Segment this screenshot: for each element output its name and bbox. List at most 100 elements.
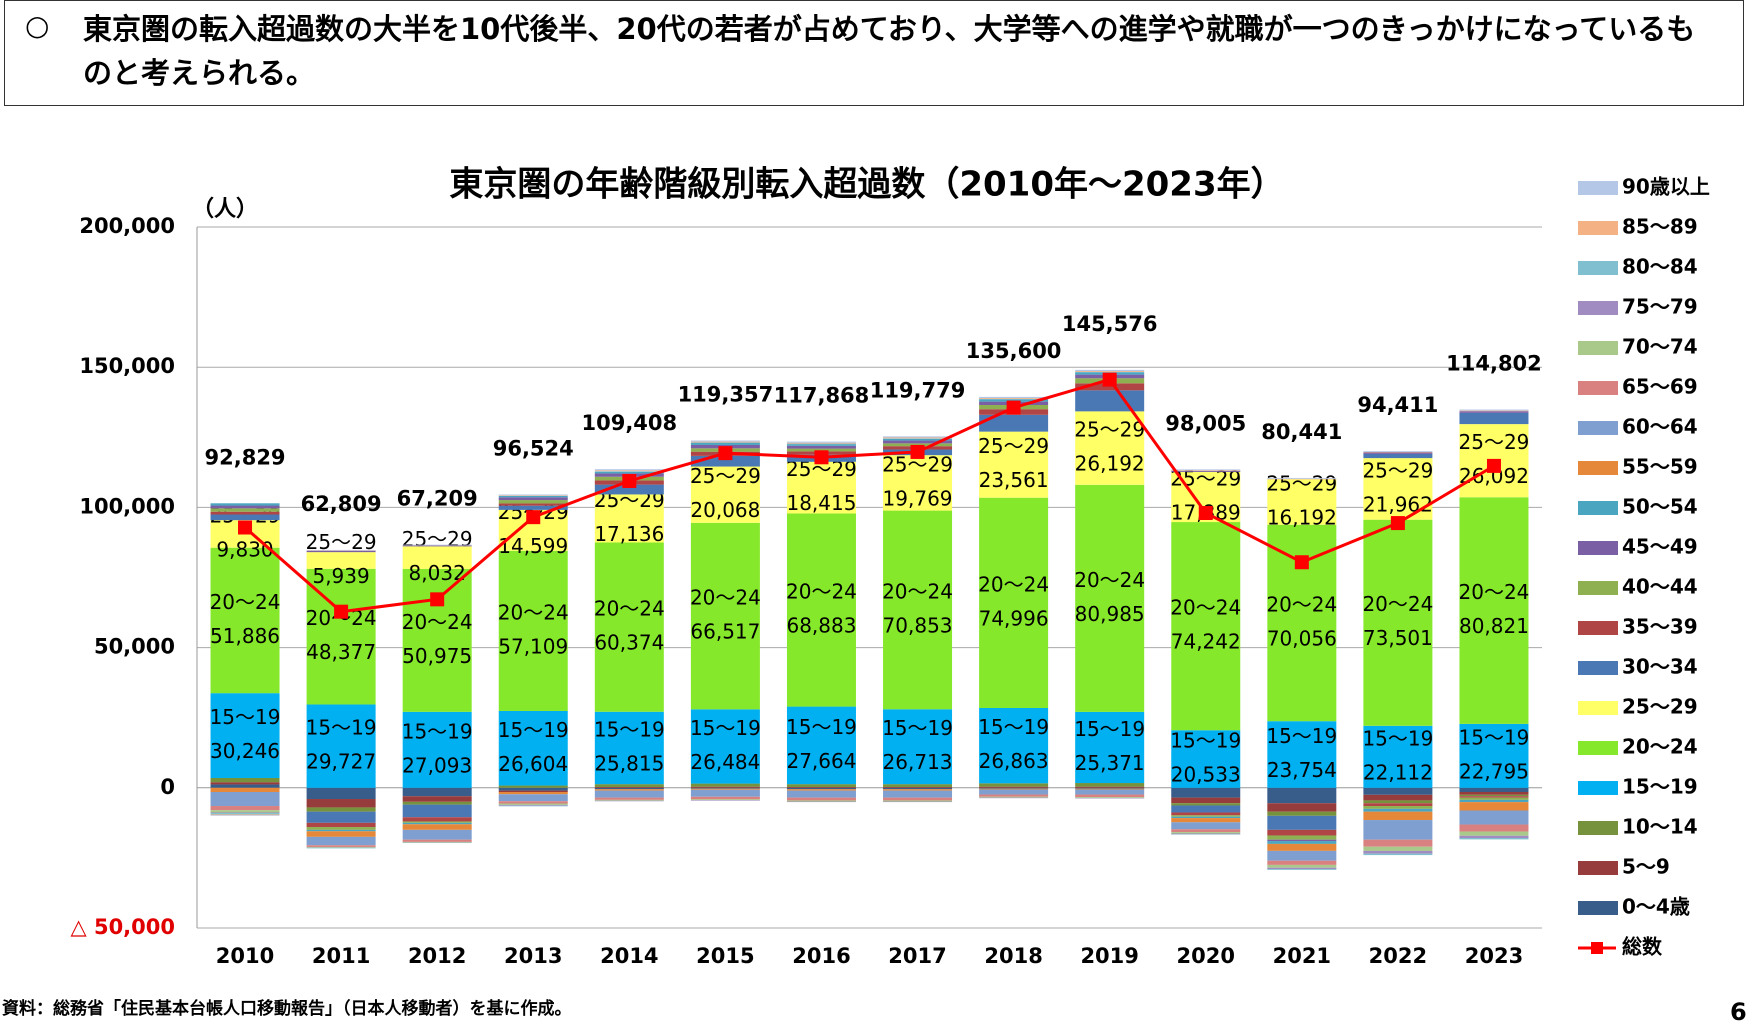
data-label: 74,242 <box>1171 630 1241 654</box>
bar-segment <box>1459 409 1529 411</box>
bar-segment <box>1075 370 1145 372</box>
legend-label: 0～4歳 <box>1622 895 1690 919</box>
data-label: 19,769 <box>883 486 953 510</box>
bar-segment <box>498 550 568 711</box>
bar-segment <box>306 845 376 847</box>
legend-label: 10～14 <box>1622 815 1698 839</box>
data-label: 16,192 <box>1267 506 1337 530</box>
legend-swatch <box>1578 181 1618 195</box>
bar-segment <box>210 792 280 807</box>
bar-segment <box>979 399 1049 402</box>
y-tick-label: 200,000 <box>79 214 175 238</box>
segment-name-label: 20～24 <box>594 597 665 621</box>
data-label: 26,484 <box>690 750 760 774</box>
bar-segment <box>402 817 472 822</box>
data-label: 9,830 <box>216 537 273 561</box>
bar-segment <box>690 783 760 787</box>
bar-segment <box>402 568 472 712</box>
data-label: 27,093 <box>402 753 472 777</box>
x-tick-label: 2021 <box>1273 944 1331 968</box>
bar-segment <box>1363 725 1433 788</box>
bar-segment <box>1171 522 1241 731</box>
bar-segment <box>1459 794 1529 797</box>
segment-name-label: 20～24 <box>786 580 857 604</box>
data-label: 18,415 <box>786 491 856 515</box>
total-label: 119,357 <box>678 382 774 406</box>
bar-segment <box>979 796 1049 798</box>
segment-name-label: 15～19 <box>1266 724 1337 748</box>
segment-name-label: 15～19 <box>882 716 953 740</box>
data-label: 25,371 <box>1075 751 1145 775</box>
bar-segment <box>1459 810 1529 825</box>
bar-segment <box>1267 478 1337 480</box>
bar-segment <box>594 470 664 472</box>
total-marker <box>1486 458 1501 473</box>
x-tick-label: 2022 <box>1369 944 1427 968</box>
segment-name-label: 15～19 <box>786 715 857 739</box>
y-tick-label: 100,000 <box>79 494 175 518</box>
bar-segment <box>498 801 568 804</box>
data-label: 26,604 <box>498 752 568 776</box>
bar-segment <box>690 788 760 790</box>
page-number: 6 <box>1730 998 1747 1026</box>
bar-segment <box>1171 797 1241 804</box>
segment-name-label: 20～24 <box>1362 592 1433 616</box>
total-label: 80,441 <box>1261 420 1342 444</box>
total-label: 109,408 <box>581 411 677 435</box>
segment-name-label: 25～29 <box>402 527 473 551</box>
bar-segment <box>594 784 664 787</box>
data-label: 17,136 <box>594 522 664 546</box>
bar-segment <box>979 497 1049 708</box>
bar-segment <box>979 787 1049 789</box>
bar-segment <box>979 431 1049 498</box>
legend-label: 45～49 <box>1622 535 1698 559</box>
bar-segment <box>498 495 568 496</box>
segment-name-label: 15～19 <box>690 716 761 740</box>
total-marker <box>718 446 733 461</box>
bar-segment <box>498 497 568 501</box>
total-marker <box>1198 505 1213 520</box>
x-tick-label: 2017 <box>888 944 946 968</box>
bar-segment <box>1363 451 1433 452</box>
legend-swatch <box>1578 821 1618 835</box>
bar-segment <box>1171 829 1241 833</box>
legend-swatch <box>1578 541 1618 555</box>
data-label: 26,192 <box>1075 452 1145 476</box>
bar-segment <box>883 709 953 785</box>
segment-name-label: 15～19 <box>402 719 473 743</box>
x-tick-label: 2016 <box>792 944 850 968</box>
bar-segment <box>306 827 376 830</box>
bar-segment <box>883 437 953 439</box>
y-tick-label: 0 <box>160 775 175 799</box>
bar-segment <box>210 514 280 521</box>
total-marker <box>1390 516 1405 531</box>
bar-segment <box>1171 787 1241 798</box>
total-marker <box>526 510 541 525</box>
data-label: 29,727 <box>306 750 376 774</box>
bar-segment <box>1459 792 1529 795</box>
bar-segment <box>979 396 1049 398</box>
segment-name-label: 20～24 <box>402 610 473 634</box>
bar-segment <box>402 796 472 802</box>
total-label: 62,809 <box>301 492 382 516</box>
bar-segment <box>402 824 472 830</box>
legend-swatch <box>1578 381 1618 395</box>
segment-name-label: 20～24 <box>210 590 281 614</box>
total-label: 92,829 <box>205 445 286 469</box>
bar-segment <box>402 841 472 843</box>
bar-segment <box>1459 837 1529 840</box>
legend-swatch <box>1578 301 1618 315</box>
source-note: 資料：総務省「住民基本台帳人口移動報告」（日本人移動者）を基に作成。 <box>2 999 572 1019</box>
bar-segment <box>1075 797 1145 798</box>
bar-segment <box>786 442 856 444</box>
legend-swatch <box>1578 341 1618 355</box>
bar-segment <box>690 786 760 788</box>
legend-swatch <box>1578 621 1618 635</box>
bar-segment <box>1267 479 1337 525</box>
legend-label: 70～74 <box>1622 335 1698 359</box>
bar-segment <box>1459 799 1529 803</box>
legend-swatch <box>1578 581 1618 595</box>
total-label: 98,005 <box>1165 411 1246 435</box>
bar-segment <box>594 471 664 474</box>
bar-segment <box>402 546 472 569</box>
